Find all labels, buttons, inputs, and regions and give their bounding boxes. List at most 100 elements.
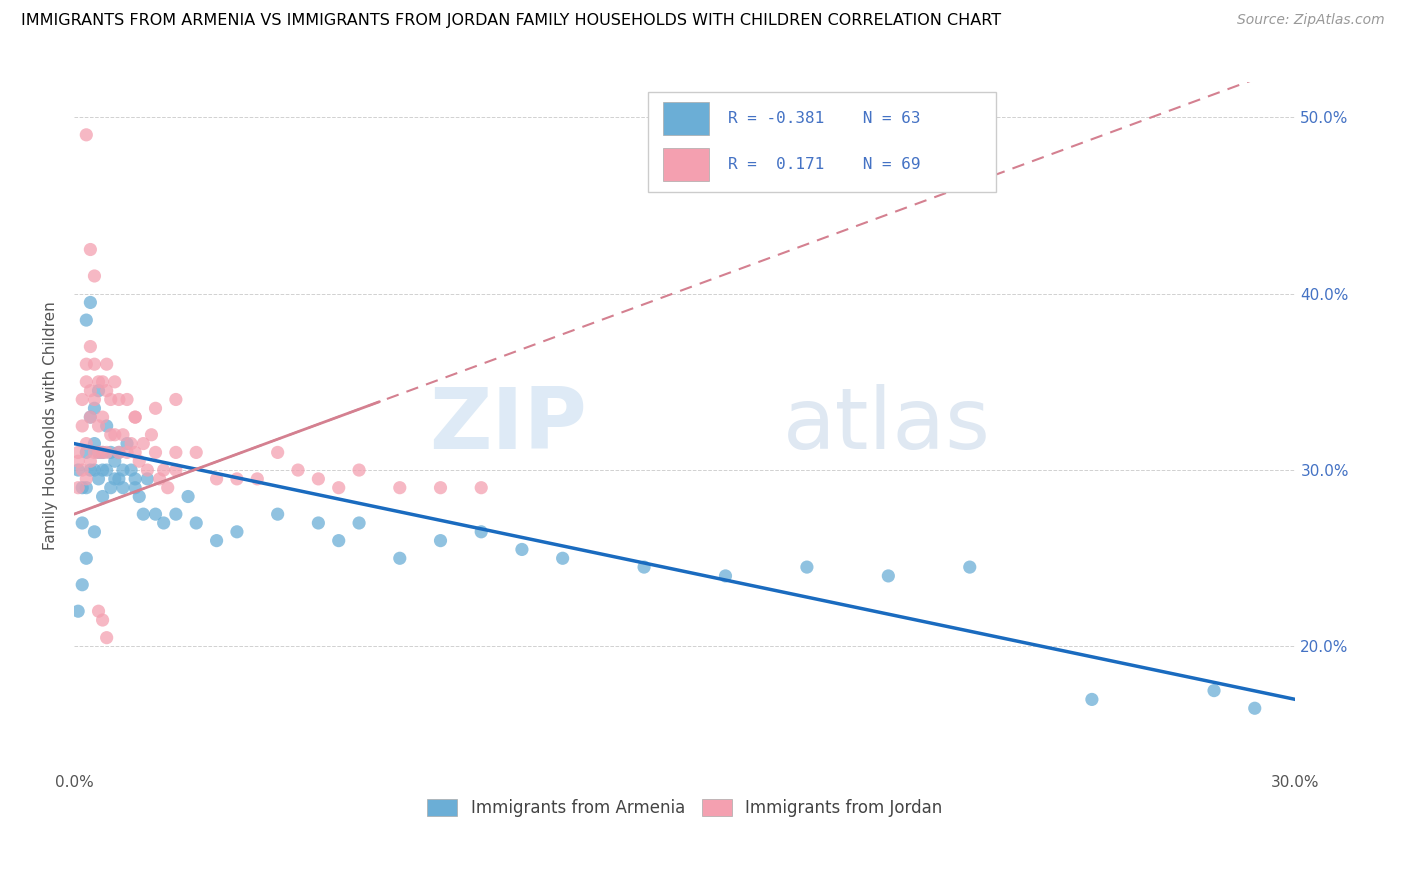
Point	[83, 524, 105, 539]
Point	[226, 472, 249, 486]
Point	[83, 463, 105, 477]
FancyBboxPatch shape	[662, 102, 709, 135]
Point	[470, 524, 492, 539]
Point	[470, 481, 492, 495]
Point	[87, 375, 110, 389]
Point	[91, 463, 114, 477]
Point	[67, 463, 90, 477]
Point	[145, 401, 167, 416]
Point	[108, 472, 131, 486]
Point	[79, 243, 101, 257]
Text: IMMIGRANTS FROM ARMENIA VS IMMIGRANTS FROM JORDAN FAMILY HOUSEHOLDS WITH CHILDRE: IMMIGRANTS FROM ARMENIA VS IMMIGRANTS FR…	[21, 13, 1001, 29]
Point	[75, 551, 97, 566]
Text: ZIP: ZIP	[429, 384, 588, 467]
Point	[132, 436, 155, 450]
Point	[91, 410, 114, 425]
Point	[111, 481, 134, 495]
Point	[79, 295, 101, 310]
Point	[83, 445, 105, 459]
Point	[959, 560, 981, 574]
Point	[429, 481, 451, 495]
Point	[83, 436, 105, 450]
Point	[96, 445, 118, 459]
Text: atlas: atlas	[783, 384, 990, 467]
Point	[388, 551, 411, 566]
Point	[128, 490, 150, 504]
Point	[124, 481, 146, 495]
Point	[132, 507, 155, 521]
Point	[87, 604, 110, 618]
Point	[152, 516, 174, 530]
Point	[287, 463, 309, 477]
Point	[165, 445, 187, 459]
Point	[266, 507, 288, 521]
Point	[75, 472, 97, 486]
Point	[186, 445, 208, 459]
Point	[100, 481, 122, 495]
Point	[108, 392, 131, 407]
Point	[79, 454, 101, 468]
Point	[108, 445, 131, 459]
Point	[877, 569, 900, 583]
Point	[75, 436, 97, 450]
Point	[1243, 701, 1265, 715]
Point	[186, 516, 208, 530]
Point	[75, 481, 97, 495]
Point	[91, 490, 114, 504]
Point	[75, 445, 97, 459]
Point	[104, 454, 127, 468]
Point	[87, 419, 110, 434]
Point	[87, 472, 110, 486]
Point	[104, 375, 127, 389]
Point	[115, 392, 138, 407]
Point	[149, 472, 172, 486]
Point	[111, 463, 134, 477]
Point	[177, 490, 200, 504]
Point	[165, 507, 187, 521]
Point	[328, 533, 350, 548]
FancyBboxPatch shape	[662, 148, 709, 181]
Point	[246, 472, 269, 486]
Point	[347, 463, 370, 477]
Point	[124, 472, 146, 486]
Point	[87, 384, 110, 398]
Point	[551, 551, 574, 566]
Point	[145, 445, 167, 459]
Point	[70, 481, 93, 495]
Point	[388, 481, 411, 495]
Point	[70, 392, 93, 407]
Point	[75, 375, 97, 389]
Point	[96, 419, 118, 434]
Point	[152, 463, 174, 477]
Point	[91, 375, 114, 389]
Point	[120, 436, 142, 450]
Point	[83, 357, 105, 371]
Point	[104, 427, 127, 442]
Point	[100, 392, 122, 407]
Point	[136, 472, 159, 486]
Point	[91, 445, 114, 459]
Point	[120, 463, 142, 477]
Point	[165, 392, 187, 407]
Point	[307, 516, 329, 530]
Point	[205, 533, 228, 548]
Point	[75, 128, 97, 142]
Point	[124, 445, 146, 459]
Point	[96, 384, 118, 398]
Text: Source: ZipAtlas.com: Source: ZipAtlas.com	[1237, 13, 1385, 28]
Point	[633, 560, 655, 574]
Point	[100, 445, 122, 459]
Point	[67, 454, 90, 468]
Point	[124, 410, 146, 425]
Text: R = -0.381    N = 63: R = -0.381 N = 63	[727, 111, 920, 126]
Point	[79, 410, 101, 425]
Point	[145, 507, 167, 521]
Point	[70, 463, 93, 477]
Text: R =  0.171    N = 69: R = 0.171 N = 69	[727, 157, 920, 172]
Point	[67, 604, 90, 618]
Point	[75, 313, 97, 327]
Point	[87, 445, 110, 459]
Point	[100, 427, 122, 442]
Point	[96, 631, 118, 645]
Point	[75, 357, 97, 371]
